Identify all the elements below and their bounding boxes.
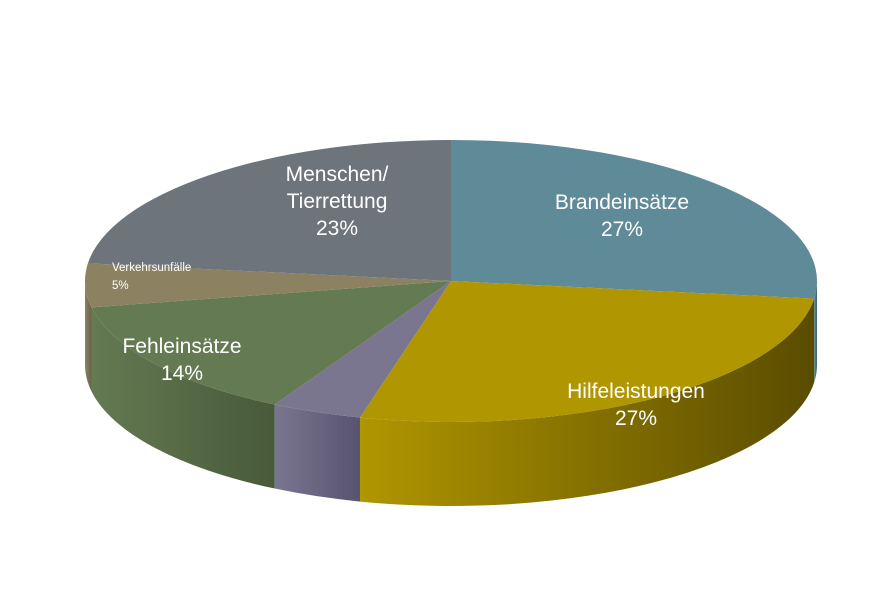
pie-side-3	[91, 307, 275, 489]
slice-label-5: Menschen/Tierrettung 23%	[286, 163, 389, 240]
pie-label-layer: Brandeinsätze 27% Hilfeleistungen 27% Fehlei…	[112, 163, 705, 430]
pie-side-layer	[85, 281, 817, 506]
pie-slice-5	[87, 140, 451, 281]
slice-label-3: Fehleinsätze 14%	[122, 335, 241, 385]
pie-slice-0	[451, 140, 817, 299]
slice-label-line: Tierrettung	[287, 190, 388, 213]
pie-side-4	[85, 281, 92, 392]
slice-label-line: 23%	[316, 217, 358, 240]
slice-label-line: Fehleinsätze	[122, 335, 241, 358]
pie-slice-3	[91, 281, 452, 405]
pie-side-2	[274, 404, 360, 502]
pie-side-0	[814, 281, 817, 383]
slice-label-1: Hilfeleistungen 27%	[567, 380, 705, 430]
slice-label-4: Verkehrsunfälle 5%	[112, 262, 191, 292]
slice-label-0: Brandeinsätze 27%	[555, 191, 689, 241]
slice-label-line: 14%	[161, 362, 203, 385]
slice-label-line: Menschen/	[286, 163, 389, 186]
slice-label-line: 27%	[615, 407, 657, 430]
pie-slice-4	[85, 263, 451, 308]
pie-top-layer	[85, 140, 817, 422]
slice-label-line: 27%	[601, 218, 643, 241]
slice-label-line: Brandeinsätze	[555, 191, 689, 214]
pie-side-1	[359, 298, 815, 506]
slice-label-line: Verkehrsunfälle	[112, 262, 191, 274]
slice-label-line: 5%	[112, 280, 129, 292]
pie-slice-2	[274, 281, 451, 418]
pie-slice-1	[359, 281, 815, 422]
slice-label-line: Hilfeleistungen	[567, 380, 705, 403]
